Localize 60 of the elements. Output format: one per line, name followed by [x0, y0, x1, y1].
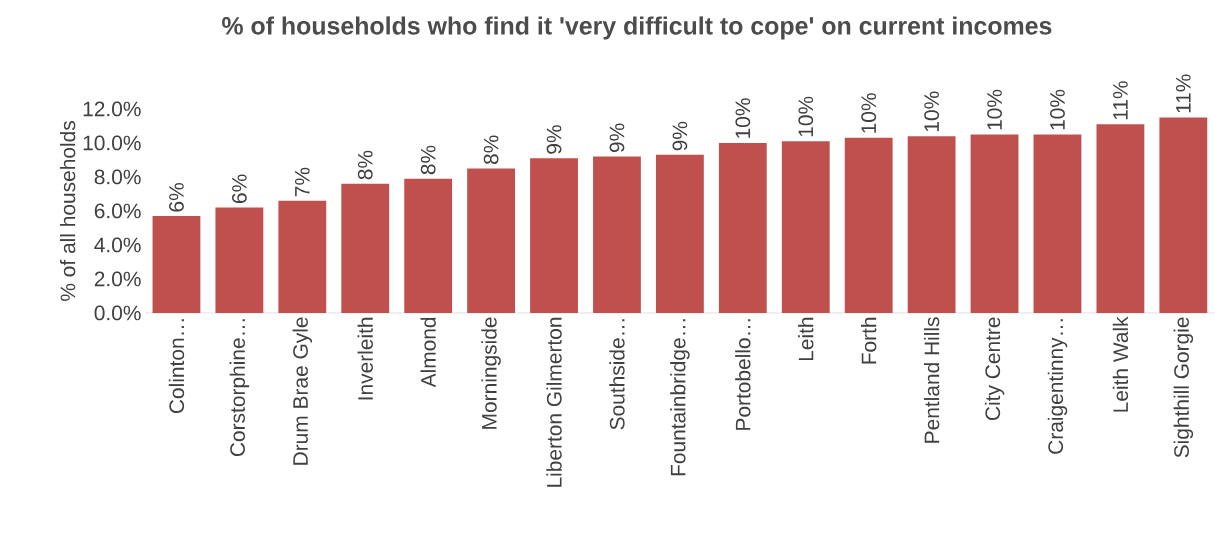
data-label: 10% — [1050, 89, 1065, 130]
x-tick-label: Drum Brae Gyle — [292, 317, 313, 465]
x-tick-label: Pentland Hills — [923, 317, 940, 443]
x-tick-label: Sighthill Gorgie — [1173, 317, 1194, 458]
data-label: 9% — [672, 121, 688, 151]
data-label: 8% — [357, 150, 373, 180]
bar — [215, 207, 264, 313]
x-tick-label: Fountainbridge… — [670, 319, 690, 476]
x-tick-label: Morningside — [481, 317, 501, 429]
x-tick-label: Forth — [861, 317, 877, 364]
x-tick-label: Portobello… — [735, 319, 751, 430]
chart-title: % of households who find it 'very difficult to cope' on current incomes — [222, 16, 1052, 40]
y-tick-label: 8.0% — [94, 169, 141, 185]
y-axis-title: % of all households — [59, 121, 76, 301]
y-tick-label: 12.0% — [83, 101, 141, 117]
bar — [970, 134, 1019, 313]
x-tick-label: Inverleith — [357, 317, 373, 400]
bar — [781, 141, 830, 313]
x-tick-label: Leith Walk — [1112, 316, 1129, 412]
bar — [1096, 124, 1145, 313]
bar — [1033, 134, 1082, 313]
bar — [593, 156, 641, 313]
data-label: 8% — [483, 135, 499, 165]
data-label: 10% — [924, 91, 940, 132]
data-label: 6% — [231, 174, 247, 204]
x-tick-label: Liberton Gilmerton — [546, 317, 562, 487]
data-label: 11% — [1176, 74, 1191, 113]
data-label: 6% — [169, 183, 184, 212]
x-tick-label: Craigentinny… — [1047, 319, 1068, 454]
data-label: 11% — [1113, 81, 1128, 120]
data-label: 8% — [420, 145, 436, 175]
y-tick-label: 4.0% — [94, 237, 141, 253]
data-label: 9% — [546, 125, 562, 154]
data-label: 7% — [294, 167, 310, 197]
data-label: 10% — [987, 89, 1002, 130]
bar — [341, 183, 390, 313]
bar — [907, 136, 956, 313]
bar — [278, 200, 327, 313]
x-tick-label: Corstorphine… — [229, 319, 250, 457]
x-tick-label: Colinton… — [168, 319, 185, 414]
bar — [844, 137, 893, 313]
y-tick-label: 2.0% — [94, 271, 141, 287]
x-tick-label: City Centre — [984, 317, 1005, 421]
y-tick-label: 10.0% — [83, 135, 141, 151]
x-tick-label: Leith — [798, 317, 814, 361]
x-tick-label: Almond — [420, 317, 436, 388]
bar — [655, 154, 704, 313]
bar — [530, 158, 578, 313]
y-tick-label: 6.0% — [94, 203, 141, 219]
bar — [404, 178, 453, 313]
data-label: 9% — [609, 123, 625, 153]
data-label: 10% — [735, 98, 751, 138]
bar — [718, 143, 767, 313]
x-tick-label: Southside… — [609, 319, 625, 430]
data-label: 10% — [798, 96, 814, 137]
y-tick-label: 0.0% — [94, 305, 141, 321]
bar — [152, 216, 201, 313]
data-label: 10% — [861, 93, 877, 133]
bar — [467, 168, 516, 313]
bar — [1159, 117, 1208, 313]
